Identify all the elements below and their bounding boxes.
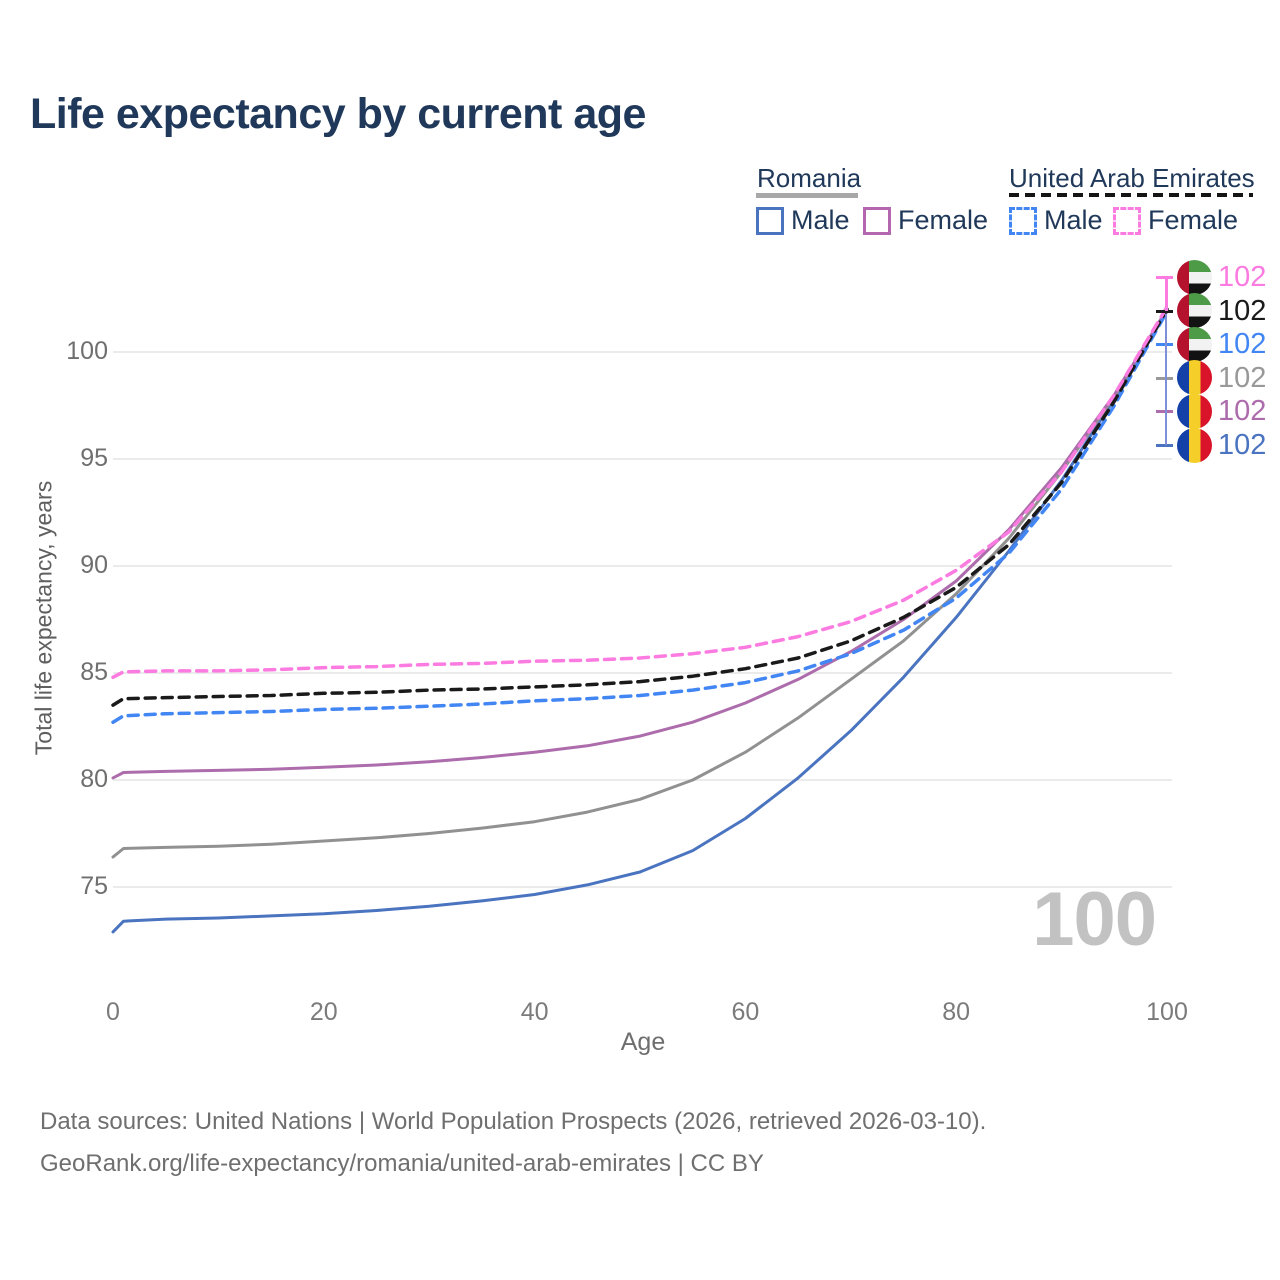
series-line-united-arab-emirates-male bbox=[111, 309, 1169, 724]
x-tick-label-100: 100 bbox=[1146, 998, 1188, 1026]
legend-romania-underline bbox=[756, 193, 858, 198]
romania-flag-icon bbox=[1177, 360, 1212, 396]
uae-flag-icon bbox=[1177, 293, 1212, 329]
y-tick-label-75: 75 bbox=[80, 872, 108, 900]
age-watermark: 100 bbox=[1032, 877, 1157, 962]
legend-romania-header: Romania bbox=[757, 163, 862, 193]
series-end-value: 102 bbox=[1218, 261, 1267, 293]
x-tick-label-0: 0 bbox=[106, 998, 120, 1026]
series-line-romania-both bbox=[111, 309, 1169, 859]
end-label-connector-tick bbox=[1156, 376, 1173, 380]
uae-flag-icon bbox=[1177, 326, 1212, 362]
end-label-connector-tick bbox=[1156, 309, 1173, 313]
series-end-value: 102 bbox=[1218, 429, 1267, 461]
legend-label: Female bbox=[898, 205, 989, 235]
series-line-romania-male bbox=[111, 309, 1169, 934]
footer-attribution: GeoRank.org/life-expectancy/romania/unit… bbox=[40, 1150, 764, 1177]
x-tick-label-20: 20 bbox=[309, 998, 338, 1026]
series-end-value: 102 bbox=[1218, 395, 1267, 428]
page-title: Life expectancy by current age bbox=[30, 90, 646, 138]
legend-uae-underline bbox=[1009, 193, 1253, 197]
uae-male-checkbox-icon[interactable] bbox=[1009, 206, 1037, 235]
y-tick-label-100: 100 bbox=[66, 337, 108, 365]
y-tick-label-95: 95 bbox=[80, 444, 108, 472]
legend-label: Male bbox=[791, 205, 850, 235]
series-end-value: 102 bbox=[1218, 328, 1267, 361]
legend-label: Male bbox=[1044, 205, 1103, 235]
y-tick-label-85: 85 bbox=[80, 658, 108, 686]
y-tick-label-90: 90 bbox=[80, 551, 108, 579]
x-axis-title: Age bbox=[620, 1028, 666, 1056]
connector-line-bottom bbox=[1165, 314, 1167, 445]
end-label-connector-tick bbox=[1156, 343, 1173, 347]
end-label-connector-tick bbox=[1156, 276, 1173, 279]
x-tick-label-60: 60 bbox=[731, 998, 760, 1026]
legend-item-romania-female[interactable]: Female bbox=[863, 205, 988, 236]
romania-flag-icon bbox=[1177, 393, 1212, 429]
series-line-romania-female bbox=[111, 307, 1169, 780]
x-tick-label-80: 80 bbox=[942, 998, 971, 1026]
uae-female-checkbox-icon[interactable] bbox=[1113, 206, 1141, 235]
legend-uae-header: United Arab Emirates bbox=[1009, 163, 1255, 193]
legend-item-romania-male[interactable]: Male bbox=[756, 205, 850, 236]
series-end-value: 102 bbox=[1218, 361, 1267, 394]
end-label-connector-tick bbox=[1156, 410, 1173, 414]
romania-male-checkbox-icon[interactable] bbox=[756, 206, 784, 235]
legend-item-uae-male[interactable]: Male bbox=[1009, 205, 1103, 236]
series-end-value: 102 bbox=[1218, 294, 1267, 327]
connector-line-top bbox=[1165, 277, 1168, 311]
end-label-connector-tick bbox=[1156, 444, 1173, 447]
y-tick-label-80: 80 bbox=[80, 765, 108, 793]
x-tick-label-40: 40 bbox=[520, 998, 549, 1026]
romania-female-checkbox-icon[interactable] bbox=[863, 206, 891, 235]
uae-flag-icon bbox=[1177, 259, 1212, 295]
footer-sources: Data sources: United Nations | World Pop… bbox=[40, 1108, 987, 1135]
legend-label: Female bbox=[1148, 205, 1239, 235]
romania-flag-icon bbox=[1177, 427, 1212, 463]
legend-item-uae-female[interactable]: Female bbox=[1113, 205, 1238, 236]
series-line-united-arab-emirates-both bbox=[111, 307, 1169, 707]
series-line-united-arab-emirates-female bbox=[111, 305, 1169, 680]
